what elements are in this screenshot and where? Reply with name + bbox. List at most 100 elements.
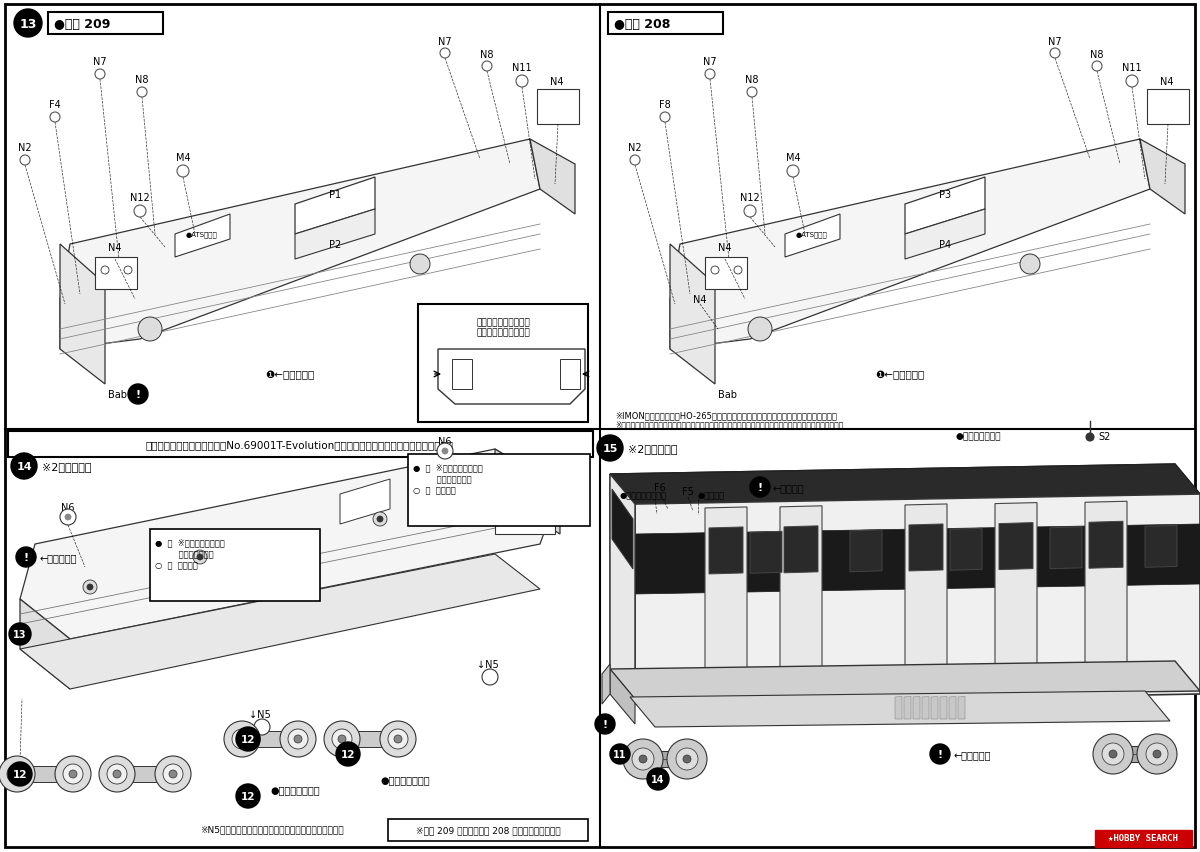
- Bar: [388, 819, 588, 841]
- Circle shape: [83, 580, 97, 595]
- Bar: [630, 751, 700, 767]
- Text: !: !: [136, 389, 140, 400]
- Polygon shape: [998, 523, 1033, 570]
- Circle shape: [238, 735, 246, 743]
- Polygon shape: [295, 210, 374, 260]
- Bar: [230, 731, 310, 747]
- Text: N11: N11: [1122, 63, 1142, 73]
- Circle shape: [280, 721, 316, 757]
- Text: F8: F8: [659, 100, 671, 110]
- Circle shape: [748, 318, 772, 342]
- Bar: [608, 13, 722, 35]
- Polygon shape: [785, 215, 840, 257]
- Polygon shape: [602, 665, 610, 704]
- Text: N4: N4: [108, 243, 121, 253]
- Text: ●ラジオアンテナ: ●ラジオアンテナ: [955, 432, 1001, 441]
- Circle shape: [169, 770, 178, 778]
- Bar: [330, 731, 410, 747]
- Text: ●クハ 208: ●クハ 208: [614, 18, 671, 31]
- Bar: [452, 360, 472, 389]
- Text: ↓N5: ↓N5: [478, 659, 499, 669]
- Polygon shape: [1090, 521, 1123, 568]
- Circle shape: [70, 770, 77, 778]
- Bar: [496, 489, 554, 534]
- Polygon shape: [612, 489, 634, 569]
- Circle shape: [437, 444, 454, 459]
- Polygon shape: [20, 599, 70, 689]
- Text: M4: M4: [786, 153, 800, 163]
- Polygon shape: [995, 503, 1037, 684]
- Circle shape: [598, 435, 623, 462]
- Bar: [408, 454, 590, 527]
- Text: ●  天  ※走行化する場合は: ● 天 ※走行化する場合は: [155, 538, 224, 546]
- Text: Bab: Bab: [108, 389, 127, 400]
- Bar: [106, 766, 185, 782]
- Polygon shape: [940, 697, 947, 719]
- Bar: [1096, 830, 1192, 847]
- Circle shape: [138, 318, 162, 342]
- Circle shape: [595, 714, 616, 734]
- Polygon shape: [1085, 502, 1127, 682]
- Polygon shape: [175, 215, 230, 257]
- Text: 13: 13: [13, 630, 26, 639]
- Circle shape: [193, 550, 208, 564]
- Text: M4: M4: [175, 153, 191, 163]
- Text: S2: S2: [1098, 431, 1110, 441]
- Circle shape: [1109, 750, 1117, 758]
- Polygon shape: [784, 527, 818, 573]
- Text: N4: N4: [719, 243, 732, 253]
- Polygon shape: [60, 245, 106, 384]
- Polygon shape: [931, 697, 938, 719]
- Circle shape: [632, 748, 654, 770]
- Bar: [5, 766, 85, 782]
- Text: N6: N6: [438, 436, 451, 446]
- Text: N4: N4: [1160, 77, 1174, 87]
- Circle shape: [254, 719, 270, 735]
- Circle shape: [1093, 734, 1133, 774]
- Text: N7: N7: [94, 57, 107, 67]
- Polygon shape: [670, 140, 1150, 349]
- Circle shape: [13, 770, 22, 778]
- Circle shape: [388, 729, 408, 749]
- Text: P2: P2: [329, 239, 341, 250]
- Circle shape: [410, 255, 430, 274]
- Circle shape: [442, 448, 448, 454]
- Text: !: !: [937, 749, 942, 759]
- Circle shape: [667, 740, 707, 779]
- Polygon shape: [910, 524, 943, 572]
- Polygon shape: [950, 528, 982, 571]
- Text: Bab: Bab: [718, 389, 737, 400]
- Circle shape: [676, 748, 698, 770]
- Polygon shape: [905, 504, 947, 685]
- Text: ●クハ 209: ●クハ 209: [54, 18, 110, 31]
- Text: ●走行化する場合: ●走行化する場合: [380, 774, 430, 784]
- Text: !: !: [24, 552, 29, 562]
- Circle shape: [380, 721, 416, 757]
- Polygon shape: [706, 507, 746, 688]
- Polygon shape: [610, 661, 1200, 699]
- Text: N4: N4: [694, 295, 707, 305]
- Polygon shape: [850, 530, 882, 572]
- Circle shape: [113, 770, 121, 778]
- Text: N2: N2: [18, 143, 32, 153]
- Text: ●ATS車上子: ●ATS車上子: [186, 232, 218, 238]
- Text: N8: N8: [480, 50, 493, 60]
- Text: ※他社製品を使用した取り付け・加工については各自工夫の上、自己責任で施工頂きますようお願い致します: ※他社製品を使用した取り付け・加工については各自工夫の上、自己責任で施工頂きます…: [616, 420, 844, 429]
- Circle shape: [623, 740, 662, 779]
- Circle shape: [336, 742, 360, 766]
- Circle shape: [1086, 434, 1094, 441]
- Text: ←運転席側: ←運転席側: [773, 482, 805, 492]
- Circle shape: [482, 669, 498, 685]
- Circle shape: [8, 762, 32, 786]
- Circle shape: [332, 729, 352, 749]
- Text: F6: F6: [654, 482, 666, 492]
- Circle shape: [1146, 743, 1168, 765]
- Circle shape: [647, 769, 670, 790]
- Polygon shape: [905, 178, 985, 234]
- Circle shape: [7, 764, 28, 784]
- Text: !: !: [602, 719, 607, 729]
- Text: ❶←スカート側: ❶←スカート側: [265, 370, 314, 379]
- Bar: [48, 13, 163, 35]
- Bar: [418, 305, 588, 423]
- Circle shape: [16, 547, 36, 567]
